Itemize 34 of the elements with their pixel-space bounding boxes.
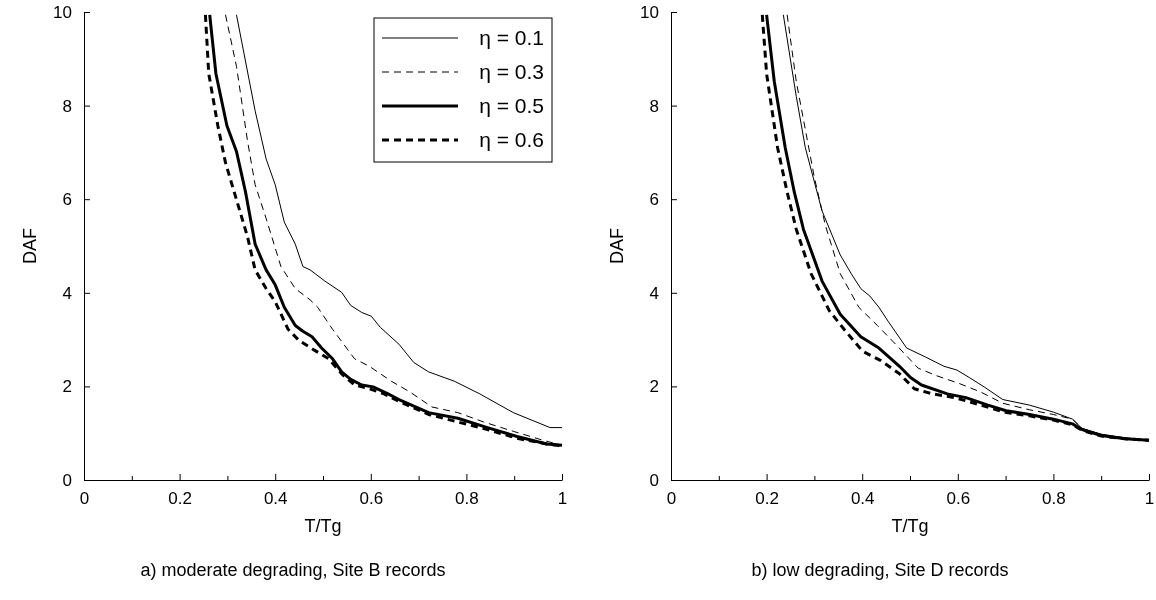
- x-tick-label: 0.4: [850, 489, 875, 509]
- x-tick-label: 0.8: [1042, 489, 1066, 509]
- x-tick-label: 0.4: [263, 489, 288, 509]
- y-axis-title: DAF: [607, 228, 627, 264]
- x-tick-label: 0.6: [359, 489, 384, 509]
- y-tick-label: 8: [649, 96, 659, 116]
- y-tick-label: 4: [649, 283, 659, 303]
- y-tick-label: 10: [640, 2, 659, 22]
- y-tick-label: 6: [62, 190, 72, 210]
- x-axis-title: T/Tg: [891, 516, 929, 536]
- y-tick-label: 2: [649, 377, 659, 397]
- y-tick-label: 0: [649, 470, 659, 490]
- x-tick-label: 0: [79, 489, 90, 509]
- y-tick-label: 0: [62, 470, 72, 490]
- text: a) moderate degrading, Site B records: [140, 560, 446, 580]
- legend-label: η = 0.5: [479, 94, 544, 117]
- x-tick-label: 0.6: [946, 489, 971, 509]
- x-axis-title: T/Tg: [304, 516, 342, 536]
- x-tick-label: 1: [1144, 489, 1155, 509]
- y-tick-label: 4: [62, 283, 72, 303]
- text: b) low degrading, Site D records: [751, 560, 1009, 580]
- legend-label: η = 0.1: [479, 26, 544, 49]
- y-tick-label: 8: [62, 96, 72, 116]
- x-tick-label: 0: [666, 489, 677, 509]
- x-tick-label: 0.8: [455, 489, 479, 509]
- y-tick-label: 6: [649, 190, 659, 210]
- x-tick-label: 1: [557, 489, 568, 509]
- legend-label: η = 0.6: [479, 128, 544, 151]
- x-tick-label: 0.2: [755, 489, 779, 509]
- legend-label: η = 0.3: [479, 60, 544, 83]
- x-tick-label: 0.2: [168, 489, 192, 509]
- y-tick-label: 10: [53, 2, 72, 22]
- y-tick-label: 2: [62, 377, 72, 397]
- y-axis-title: DAF: [20, 228, 40, 264]
